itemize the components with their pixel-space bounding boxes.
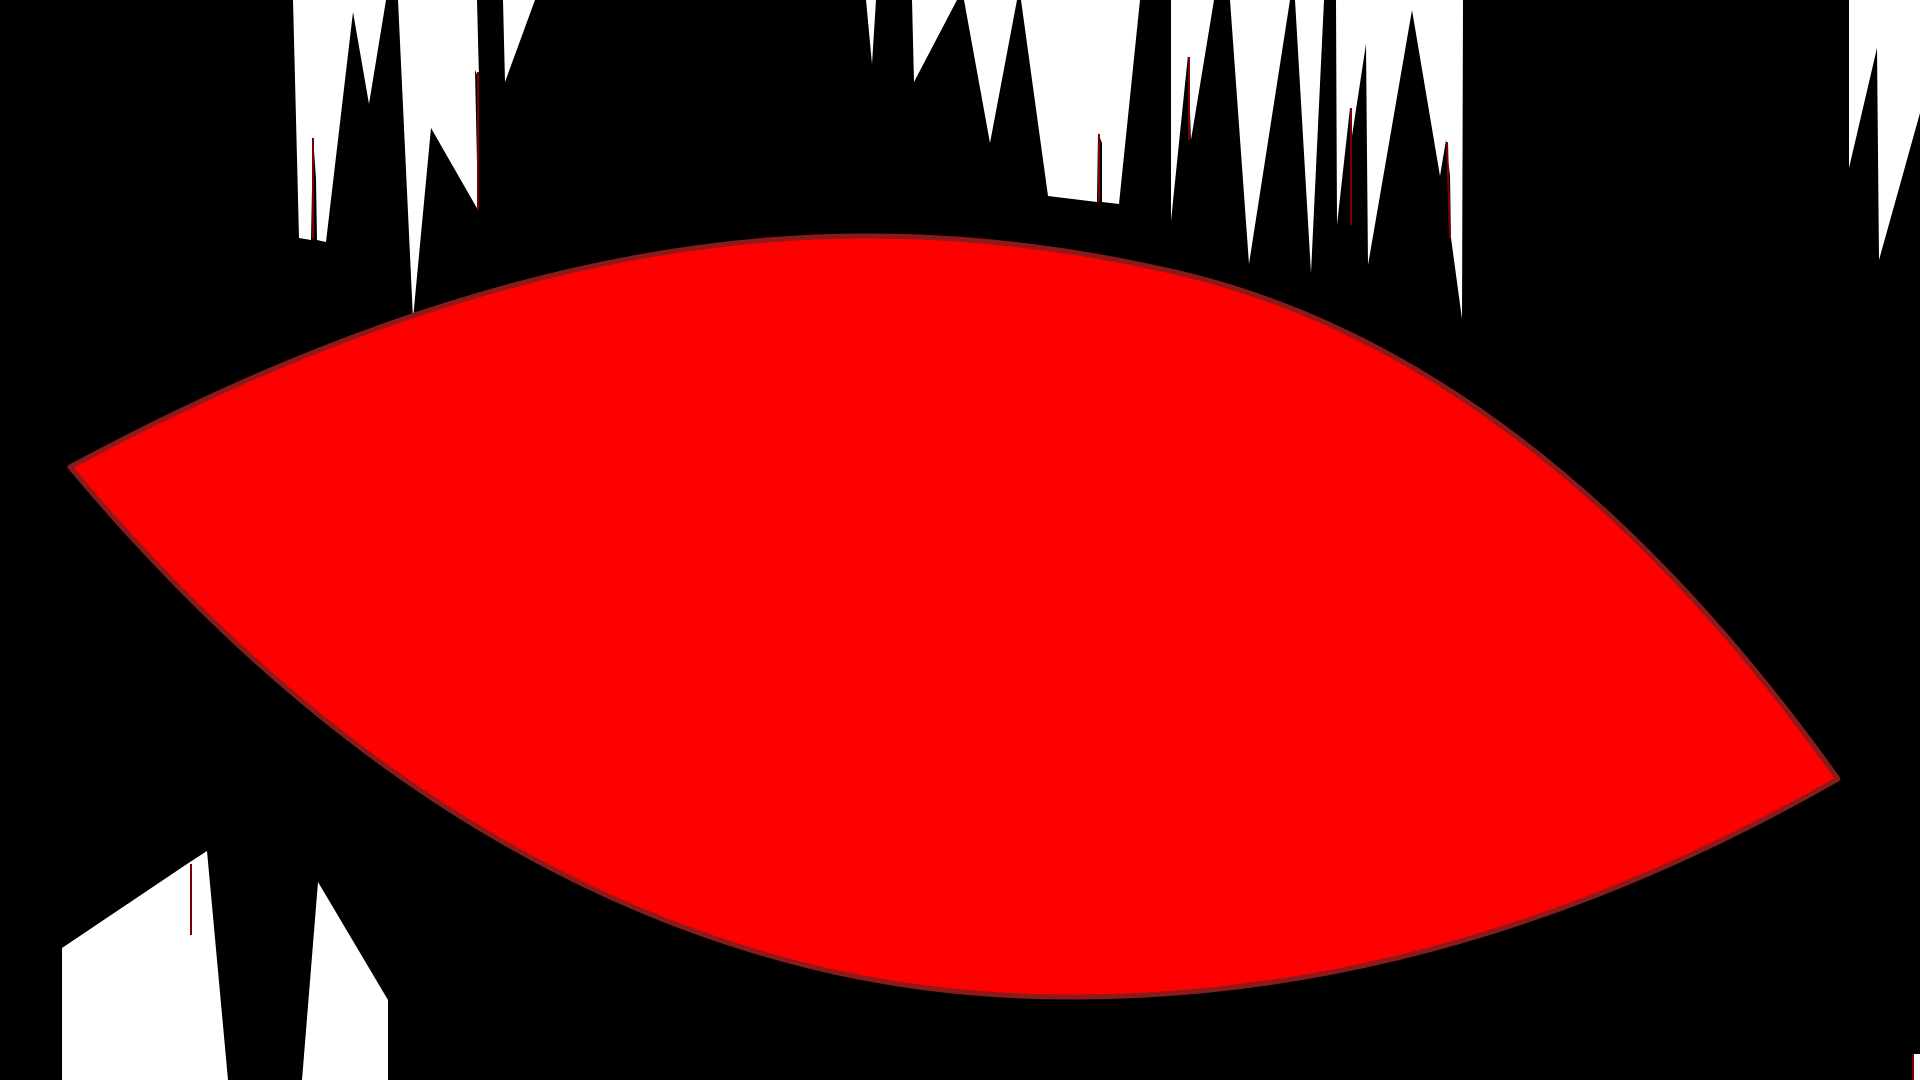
red-eye-shape: [70, 235, 1838, 998]
red-eye-outline: [67, 233, 1841, 1000]
sliver: [1446, 141, 1451, 239]
thin-red-slivers: [190, 57, 1914, 1080]
